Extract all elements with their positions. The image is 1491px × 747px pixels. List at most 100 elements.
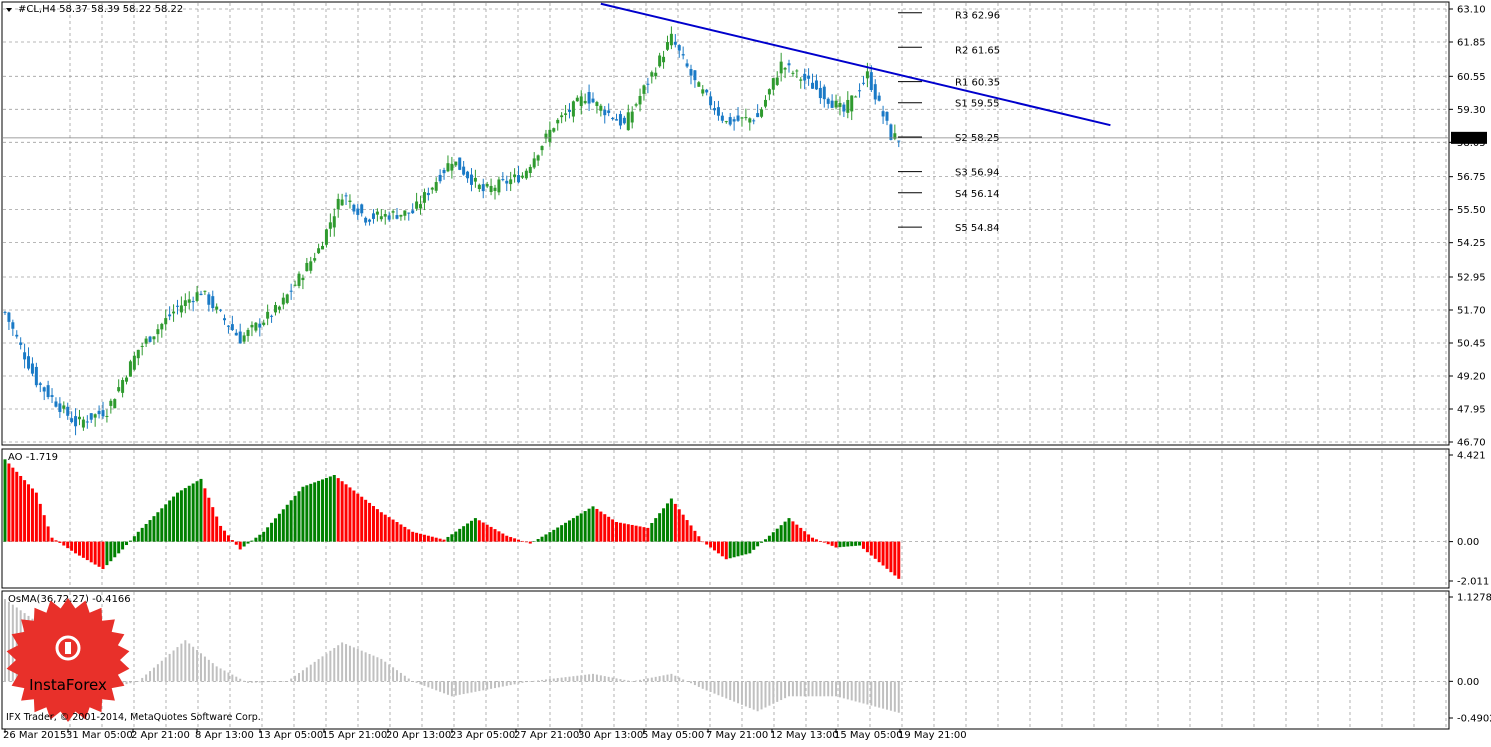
ao-bar <box>505 535 509 542</box>
osma-bar <box>247 681 250 683</box>
candle-body <box>391 211 395 213</box>
osma-bar <box>838 681 841 698</box>
osma-bar <box>658 676 661 682</box>
ao-bar <box>328 476 332 542</box>
y-tick-label: 61.85 <box>1457 38 1486 49</box>
y-tick-label: 1.1278 <box>1457 593 1491 604</box>
candle-body <box>293 284 297 286</box>
osma-bar <box>7 601 10 682</box>
ao-bar <box>430 536 434 542</box>
osma-bar <box>842 681 845 699</box>
y-tick-label: 0.00 <box>1457 537 1479 548</box>
candle-body <box>160 323 164 330</box>
osma-bar <box>384 661 387 682</box>
candle-body <box>524 170 528 179</box>
x-tick-label: 30 Apr 13:00 <box>578 730 643 741</box>
ao-bar <box>348 487 352 542</box>
ao-bar <box>58 541 62 543</box>
ao-bar <box>266 527 270 542</box>
osma-bar <box>211 663 214 682</box>
pivot-label: R3 62.96 <box>955 11 1000 22</box>
ao-bar <box>509 537 513 542</box>
osma-bar <box>815 681 818 697</box>
candle-body <box>763 99 767 107</box>
ao-bar <box>270 522 274 542</box>
ao-bar <box>881 541 885 566</box>
osma-bar <box>411 681 414 682</box>
candle-body <box>348 200 352 203</box>
ao-bar <box>207 497 211 542</box>
y-tick-label: 0.00 <box>1457 677 1479 688</box>
candle-body <box>426 192 430 196</box>
candle-body <box>74 416 78 427</box>
ao-bar <box>662 508 666 542</box>
osma-bar <box>886 681 888 710</box>
osma-bar <box>486 681 489 690</box>
ao-bar <box>603 514 607 542</box>
candle-body <box>70 418 74 423</box>
candle-body <box>430 187 434 190</box>
ao-bar <box>697 536 701 542</box>
ao-bar <box>673 503 677 542</box>
osma-bar <box>560 677 563 682</box>
osma-bar <box>403 675 406 682</box>
ao-bar <box>97 541 101 567</box>
y-tick-label: 4.421 <box>1457 451 1486 462</box>
ao-bar <box>15 471 19 542</box>
osma-bar <box>501 681 504 687</box>
osma-bar <box>270 681 273 682</box>
osma-bar <box>505 681 508 686</box>
ao-bar <box>481 522 485 542</box>
candle-body <box>266 311 270 319</box>
ao-bar <box>293 495 297 542</box>
ao-bar <box>152 516 156 542</box>
candle-body <box>603 109 607 116</box>
osma-bar <box>752 681 755 710</box>
osma-bar <box>337 645 340 682</box>
candle-body <box>273 305 277 313</box>
osma-bar <box>556 678 559 682</box>
candle-body <box>50 395 54 397</box>
ao-bar <box>419 533 423 542</box>
candle-body <box>46 385 50 398</box>
ao-bar <box>873 541 877 559</box>
osma-bar <box>341 642 344 682</box>
instaforex-logo-text: InstaForex <box>29 676 107 694</box>
candle-body <box>97 410 101 415</box>
osma-bar <box>172 650 175 682</box>
osma-bar <box>509 681 512 686</box>
osma-bar <box>231 674 234 682</box>
osma-bar <box>682 679 685 682</box>
candle-body <box>477 184 481 190</box>
osma-bar <box>364 652 367 682</box>
candle-body <box>199 293 203 296</box>
ao-bar <box>709 541 713 548</box>
ao-bar <box>858 541 862 546</box>
osma-bar <box>803 681 806 697</box>
osma-bar <box>635 680 638 682</box>
osma-bar <box>494 681 496 689</box>
candle-body <box>203 290 207 292</box>
osma-bar <box>776 681 779 702</box>
osma-bar <box>854 681 857 702</box>
candle-body <box>277 306 281 310</box>
osma-bar <box>392 667 395 682</box>
candle-body <box>328 222 332 229</box>
osma-bar <box>250 681 253 683</box>
ao-bar <box>281 509 285 542</box>
ao-bar <box>219 525 223 542</box>
osma-bar <box>517 681 520 684</box>
ao-bar <box>462 526 466 542</box>
candle-body <box>109 400 113 406</box>
candle-body <box>215 306 219 310</box>
candle-body <box>136 349 140 359</box>
candle-body <box>466 171 470 179</box>
candle-body <box>125 377 129 382</box>
candle-body <box>544 133 548 139</box>
ao-bar <box>458 528 462 542</box>
ao-bar <box>101 541 105 570</box>
osma-bar <box>619 679 622 682</box>
osma-bar <box>588 674 591 682</box>
